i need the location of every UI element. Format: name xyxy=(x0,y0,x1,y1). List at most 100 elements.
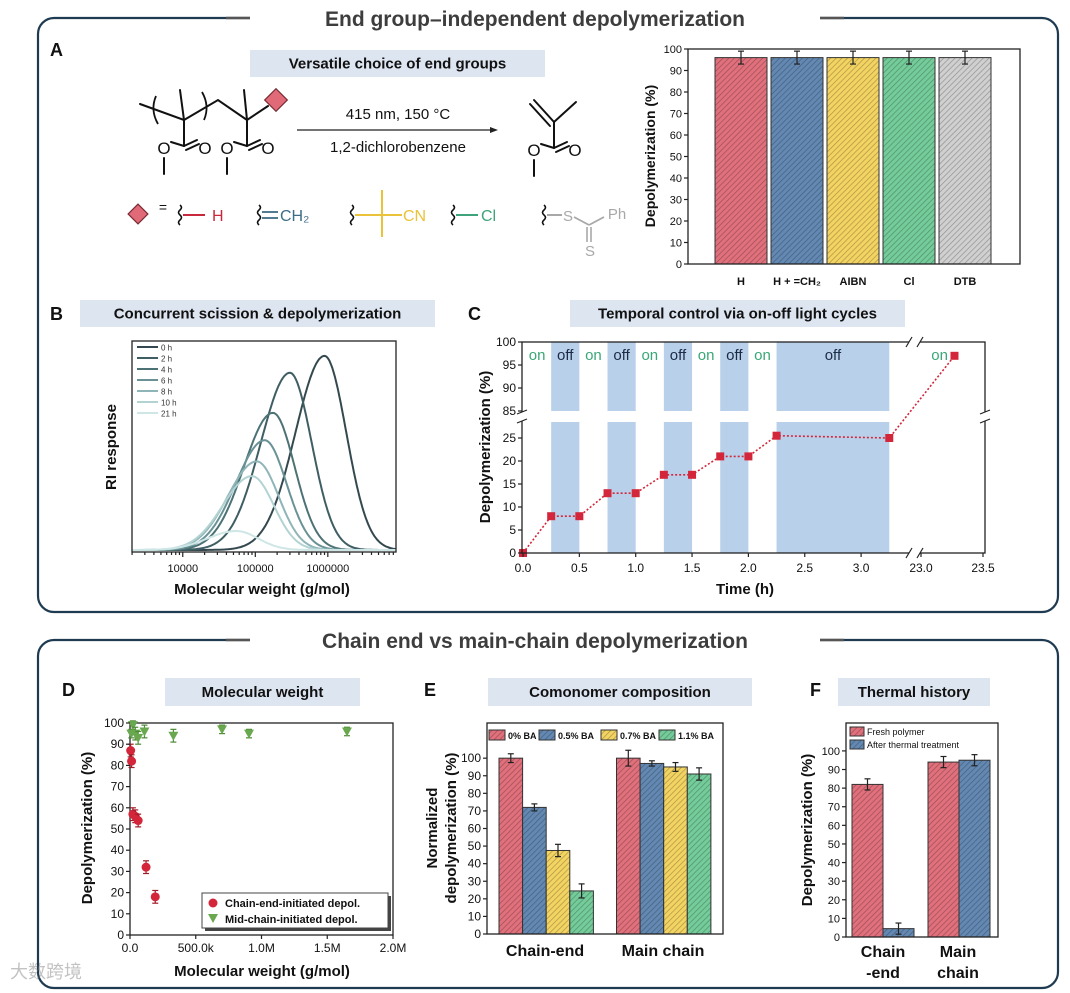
data-point-chain-end xyxy=(150,892,160,902)
methyl-bond xyxy=(243,89,248,121)
legend-marker-triangle xyxy=(208,914,218,923)
mma-ester-carbonyl xyxy=(553,141,568,149)
y-tick-label: 60 xyxy=(111,801,125,815)
axis-break-icon xyxy=(916,336,924,348)
panel-title-box xyxy=(570,300,905,327)
data-point xyxy=(659,470,668,479)
oxygen-atom: O xyxy=(198,139,211,158)
y-tick-label: 50 xyxy=(670,152,682,164)
off-period-band xyxy=(776,342,890,411)
end-group-cl: Cl xyxy=(481,208,496,225)
data-point xyxy=(772,431,781,440)
y-tick-label: 50 xyxy=(468,839,482,853)
x-tick-label: 2.5 xyxy=(796,561,813,575)
oxygen-atom: O xyxy=(220,139,233,158)
x-tick-label: 1.0 xyxy=(627,561,644,575)
off-period-band xyxy=(720,422,749,553)
legend-label: After thermal treatment xyxy=(867,740,960,750)
legend-label: 21 h xyxy=(161,410,177,419)
y-tick-label: 60 xyxy=(468,822,482,836)
wavy-bond-icon xyxy=(177,204,183,226)
x-tick-label: 3.0 xyxy=(853,561,870,575)
y-break-gap xyxy=(519,412,525,421)
panel-e-header: E Comonomer composition xyxy=(424,678,752,706)
plot-frame xyxy=(131,340,397,553)
y-tick-label: 100 xyxy=(822,746,840,758)
bar-aibn xyxy=(826,57,880,265)
x-tick-label: 10000 xyxy=(167,563,198,575)
bar-1-1-BA xyxy=(686,773,712,935)
data-point-chain-end xyxy=(127,756,137,766)
oxygen-atom: O xyxy=(568,141,581,160)
bar-0-7-BA xyxy=(545,849,571,935)
x-axis-label: Molecular weight (g/mol) xyxy=(174,963,350,980)
y-tick-label: 30 xyxy=(111,864,125,878)
light-state-on: on xyxy=(529,347,546,364)
end-group-aibn: CN xyxy=(403,208,426,225)
chart-c-temporal: on off on off on off on off on off on0510152025859… xyxy=(477,335,995,598)
repeat-bracket-left xyxy=(152,95,159,125)
section-bottom-title-bg xyxy=(250,628,820,652)
y-tick-label: 80 xyxy=(670,87,682,99)
legend-label: 0.5% BA xyxy=(558,731,595,741)
y-tick-label: 50 xyxy=(111,822,125,836)
y-tick-label: 60 xyxy=(828,820,840,832)
chart-e-comonomer: 0% BA 0.5% BA 0.7% BA 1.1% BA 0 10 20 30 40 50 60 7… xyxy=(424,722,724,960)
plot-frame xyxy=(521,341,986,554)
x-tick-label: H xyxy=(737,276,745,288)
panel-label-c: C xyxy=(468,304,481,324)
polymer-backbone xyxy=(139,98,248,122)
off-period-band xyxy=(720,342,749,411)
off-period-band xyxy=(776,422,890,553)
y-tick-label: 20 xyxy=(828,895,840,907)
axis-break-icon xyxy=(916,547,924,559)
light-state-off: off xyxy=(557,347,574,364)
light-state-on: on xyxy=(585,347,602,364)
x-tick-label: DTB xyxy=(954,276,977,288)
wavy-bond-icon xyxy=(349,204,355,226)
section-top: End group–independent depolymerization xyxy=(36,6,1060,614)
y-tick-label: 15 xyxy=(503,477,517,491)
panel-title-box xyxy=(488,678,752,706)
legend-marker-circle xyxy=(208,898,218,908)
y-tick-label: 90 xyxy=(468,769,482,783)
legend-swatch xyxy=(538,729,556,741)
x-tick-label: AIBN xyxy=(840,276,867,288)
chart-b-gpc: 0 h 2 h 4 h 6 h 8 h 10 h 21 h 10000 100000 100000… xyxy=(103,340,397,598)
x-category-label: Chain xyxy=(861,944,905,961)
x-break-gap xyxy=(909,550,920,556)
data-point xyxy=(688,470,697,479)
section-top-title-bg xyxy=(250,6,820,30)
panel-f-header: F Thermal history xyxy=(810,678,990,706)
data-point-mid-chain xyxy=(341,727,352,737)
y-tick-label: 40 xyxy=(111,843,125,857)
gpc-trace-6h xyxy=(132,439,396,551)
off-period-band xyxy=(551,342,580,411)
y-tick-label: 85 xyxy=(503,404,517,418)
data-point xyxy=(716,452,725,461)
y-tick-label: 40 xyxy=(468,857,482,871)
wavy-bond-icon xyxy=(541,204,547,226)
light-state-on: on xyxy=(931,347,948,364)
x-tick-label: H + =CH₂ xyxy=(773,276,821,288)
y-tick-label: 50 xyxy=(828,839,840,851)
x-tick-label: 1.0M xyxy=(248,941,275,955)
x-category-label: Main xyxy=(940,944,976,961)
end-group-options: = H CH₂ CN Cl S Ph S xyxy=(127,190,626,260)
y-tick-label: 90 xyxy=(828,765,840,777)
light-state-on: on xyxy=(754,347,771,364)
mma-ester-carbonyl2 xyxy=(555,145,570,153)
y-tick-label: 10 xyxy=(503,500,517,514)
watermark: 大数跨境 xyxy=(10,962,82,982)
legend-swatch xyxy=(849,739,865,750)
off-period-band xyxy=(551,422,580,553)
data-point-mid-chain xyxy=(127,721,138,731)
x-tick-label: 2.0 xyxy=(740,561,757,575)
data-line xyxy=(522,355,956,554)
data-point xyxy=(950,351,959,360)
light-state-on: on xyxy=(698,347,715,364)
end-group-diamond-icon xyxy=(127,203,149,225)
axis-break-icon xyxy=(516,409,528,415)
data-point-mid-chain xyxy=(168,731,179,741)
